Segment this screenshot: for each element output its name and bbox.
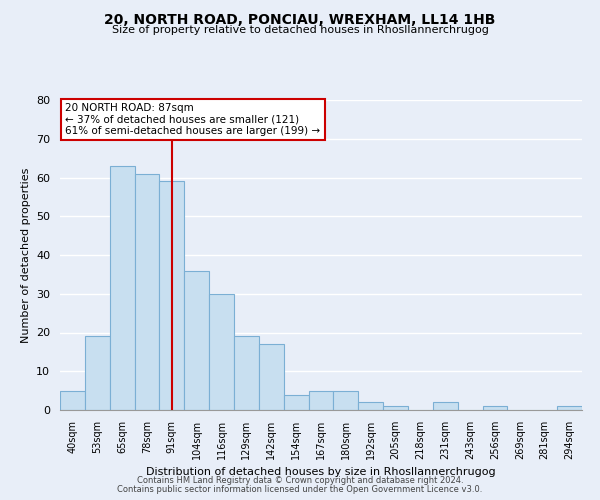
Bar: [433, 402, 458, 410]
Bar: [85, 336, 110, 410]
Bar: [308, 390, 334, 410]
Text: Contains HM Land Registry data © Crown copyright and database right 2024.: Contains HM Land Registry data © Crown c…: [137, 476, 463, 485]
Bar: [482, 406, 508, 410]
Text: 20 NORTH ROAD: 87sqm
← 37% of detached houses are smaller (121)
61% of semi-deta: 20 NORTH ROAD: 87sqm ← 37% of detached h…: [65, 103, 320, 136]
Bar: [234, 336, 259, 410]
Text: 20, NORTH ROAD, PONCIAU, WREXHAM, LL14 1HB: 20, NORTH ROAD, PONCIAU, WREXHAM, LL14 1…: [104, 12, 496, 26]
Bar: [259, 344, 284, 410]
Bar: [557, 406, 582, 410]
Bar: [184, 270, 209, 410]
Bar: [284, 394, 308, 410]
Y-axis label: Number of detached properties: Number of detached properties: [20, 168, 31, 342]
Bar: [383, 406, 408, 410]
Bar: [160, 182, 184, 410]
Text: Size of property relative to detached houses in Rhosllannerchrugog: Size of property relative to detached ho…: [112, 25, 488, 35]
Bar: [358, 402, 383, 410]
Bar: [334, 390, 358, 410]
Bar: [60, 390, 85, 410]
Text: Contains public sector information licensed under the Open Government Licence v3: Contains public sector information licen…: [118, 485, 482, 494]
Bar: [110, 166, 134, 410]
X-axis label: Distribution of detached houses by size in Rhosllannerchrugog: Distribution of detached houses by size …: [146, 468, 496, 477]
Bar: [134, 174, 160, 410]
Bar: [209, 294, 234, 410]
